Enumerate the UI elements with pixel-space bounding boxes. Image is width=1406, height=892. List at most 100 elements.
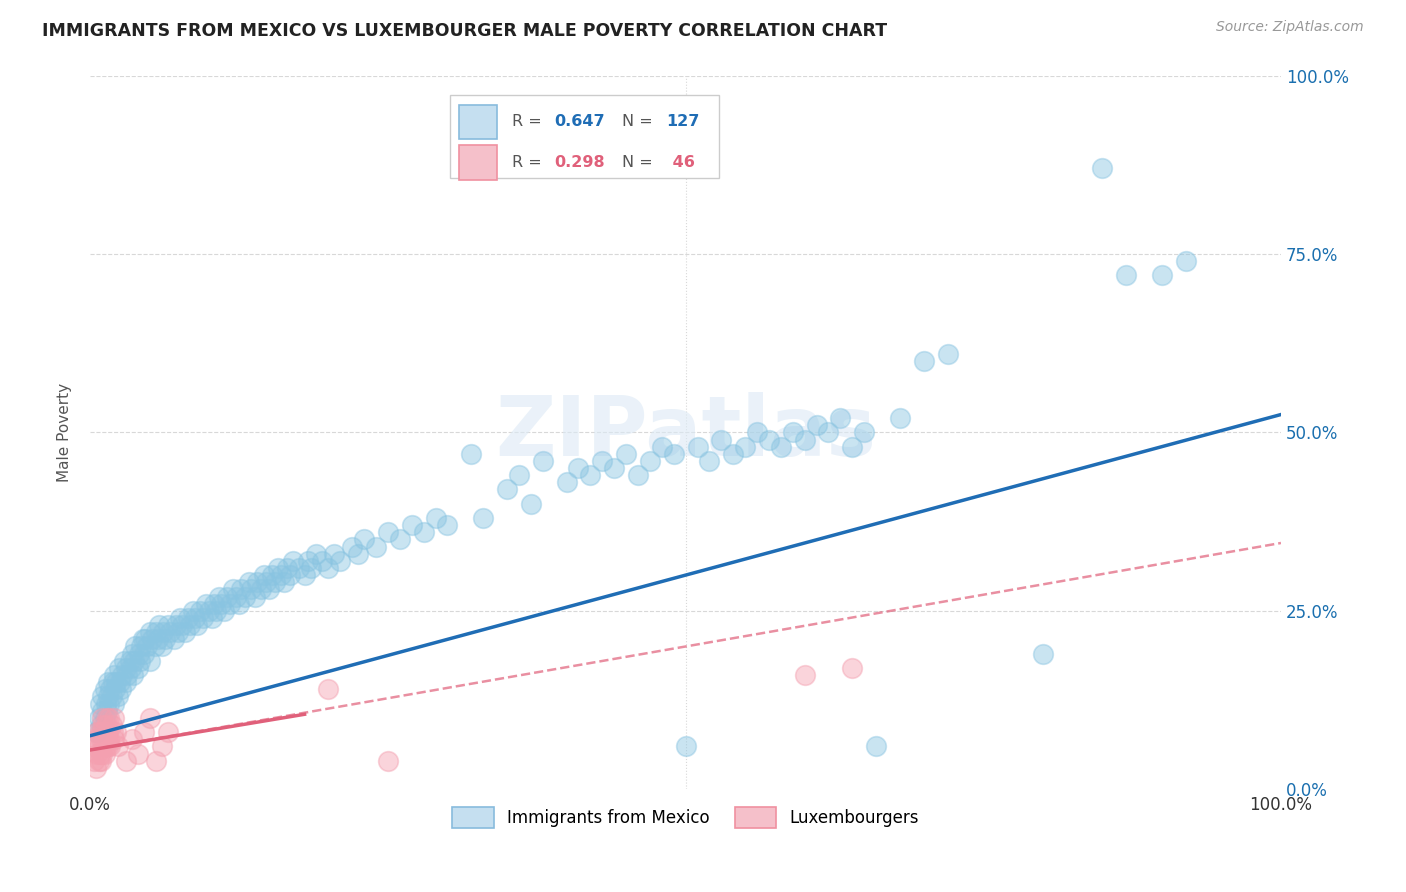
Point [710, 433, 733, 447]
Point [758, 433, 780, 447]
Point [270, 568, 292, 582]
Point [238, 575, 260, 590]
Point [299, 561, 322, 575]
Point [129, 654, 152, 668]
Point [97, 675, 120, 690]
Point [103, 732, 125, 747]
Point [364, 540, 387, 554]
Point [353, 533, 375, 547]
Point [143, 640, 166, 654]
Point [84, 732, 107, 747]
Text: R =: R = [512, 114, 547, 129]
Point [100, 718, 122, 732]
Point [734, 440, 756, 454]
Point [817, 425, 839, 440]
Point [769, 440, 792, 454]
Point [194, 597, 217, 611]
Point [134, 632, 156, 647]
Point [84, 739, 107, 754]
Text: N =: N = [623, 114, 658, 129]
Point [103, 697, 125, 711]
Point [121, 647, 143, 661]
Point [115, 661, 138, 675]
Point [603, 461, 626, 475]
Point [243, 590, 266, 604]
Point [91, 718, 114, 732]
Point [156, 725, 179, 739]
Point [311, 554, 333, 568]
Point [425, 511, 447, 525]
Point [167, 625, 190, 640]
Point [122, 668, 145, 682]
Point [145, 754, 167, 768]
Point [198, 604, 221, 618]
Point [222, 582, 245, 597]
Point [318, 561, 340, 575]
Point [721, 447, 744, 461]
Point [340, 540, 363, 554]
Text: 0.298: 0.298 [554, 155, 605, 170]
Point [531, 454, 554, 468]
Point [186, 618, 208, 632]
Point [246, 575, 269, 590]
Point [323, 547, 346, 561]
Point [155, 632, 177, 647]
Point [90, 732, 112, 747]
Point [118, 654, 141, 668]
Point [686, 440, 709, 454]
Point [97, 725, 120, 739]
Point [89, 747, 111, 761]
Point [127, 661, 149, 675]
Point [103, 668, 125, 682]
Point [1174, 254, 1197, 268]
Point [121, 732, 143, 747]
Point [205, 604, 228, 618]
Point [212, 604, 235, 618]
Point [889, 411, 911, 425]
Point [1150, 268, 1173, 283]
Point [87, 754, 110, 768]
Text: IMMIGRANTS FROM MEXICO VS LUXEMBOURGER MALE POVERTY CORRELATION CHART: IMMIGRANTS FROM MEXICO VS LUXEMBOURGER M… [42, 22, 887, 40]
Point [793, 668, 815, 682]
Point [94, 739, 117, 754]
Point [305, 547, 328, 561]
Point [107, 690, 129, 704]
Point [579, 468, 602, 483]
Point [662, 447, 685, 461]
Point [699, 454, 721, 468]
Point [912, 354, 935, 368]
Point [231, 582, 253, 597]
Point [84, 725, 107, 739]
Point [675, 739, 697, 754]
Point [101, 725, 124, 739]
Point [262, 568, 284, 582]
Point [177, 611, 200, 625]
Bar [450, 95, 718, 178]
Point [273, 575, 295, 590]
Text: N =: N = [623, 155, 658, 170]
Point [782, 425, 804, 440]
Point [83, 754, 105, 768]
Point [193, 611, 215, 625]
Point [240, 582, 263, 597]
Point [105, 675, 128, 690]
Point [128, 647, 150, 661]
Point [377, 525, 399, 540]
Point [132, 725, 155, 739]
Point [105, 725, 128, 739]
Point [100, 682, 122, 697]
Point [97, 690, 120, 704]
Point [1115, 268, 1137, 283]
Point [115, 675, 138, 690]
Point [249, 582, 271, 597]
Text: Source: ZipAtlas.com: Source: ZipAtlas.com [1216, 20, 1364, 34]
Point [202, 597, 225, 611]
Point [181, 604, 204, 618]
Point [110, 682, 132, 697]
Point [115, 668, 138, 682]
Point [86, 725, 108, 739]
Point [436, 518, 458, 533]
Point [162, 632, 184, 647]
Text: 46: 46 [666, 155, 695, 170]
Point [651, 440, 673, 454]
